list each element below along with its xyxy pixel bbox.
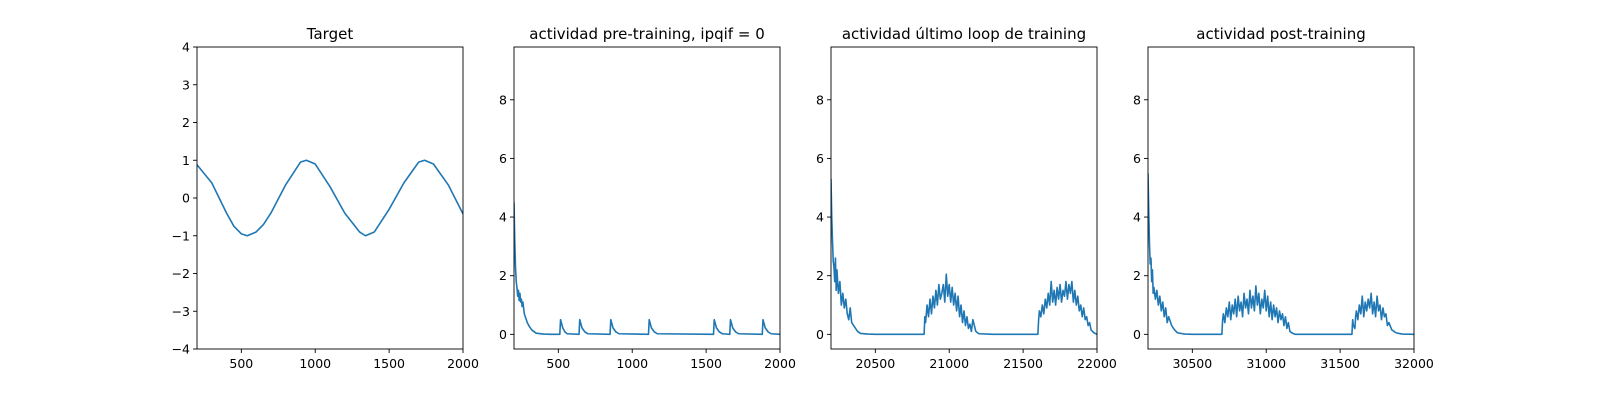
x-tick-label: 20500 — [855, 356, 895, 371]
y-tick-label: 0 — [816, 327, 824, 342]
series-line — [514, 202, 780, 336]
axes-frame — [830, 46, 1098, 350]
y-tick-label: 8 — [816, 92, 824, 107]
x-tick-label: 21000 — [929, 356, 969, 371]
y-tick-label: 0 — [182, 191, 190, 206]
y-tick-label: −4 — [172, 342, 190, 357]
x-tick-label: 31000 — [1246, 356, 1286, 371]
y-tick-label: −1 — [172, 228, 190, 243]
x-tick-label: 1500 — [690, 356, 722, 371]
y-tick-label: 2 — [499, 268, 507, 283]
y-tick-label: 6 — [816, 151, 824, 166]
subplot-pre-training: actividad pre-training, ipqif = 0 500 100… — [499, 25, 796, 371]
subplot-target: Target 500 1000 1500 2000 −4 −3 −2 −1 0 1 2 3 4 — [172, 25, 479, 371]
y-tick-label: 6 — [499, 151, 507, 166]
y-tick-label: 2 — [182, 115, 190, 130]
subplot-last-training-loop: actividad último loop de training 20500 2… — [816, 25, 1117, 371]
series-line — [197, 159, 463, 237]
chart-title: actividad último loop de training — [842, 25, 1086, 43]
chart-title: Target — [306, 25, 354, 43]
y-tick-label: 2 — [1133, 268, 1141, 283]
subplot-post-training: actividad post-training 30500 31000 31500 3… — [1133, 25, 1434, 371]
y-tick-label: 0 — [1133, 327, 1141, 342]
series-line — [831, 178, 1097, 336]
y-tick-label: 4 — [1133, 210, 1141, 225]
series-line — [1148, 173, 1414, 336]
y-tick-label: 8 — [1133, 92, 1141, 107]
y-tick-label: 1 — [182, 153, 190, 168]
x-tick-label: 32000 — [1394, 356, 1434, 371]
axes-frame — [513, 46, 781, 350]
y-tick-label: 3 — [182, 77, 190, 92]
y-tick-label: 0 — [499, 327, 507, 342]
x-tick-label: 22000 — [1077, 356, 1117, 371]
axes-frame — [196, 46, 464, 350]
x-tick-label: 1500 — [373, 356, 405, 371]
y-tick-label: 4 — [816, 210, 824, 225]
chart-title: actividad pre-training, ipqif = 0 — [529, 25, 765, 43]
y-tick-label: 4 — [182, 40, 190, 55]
x-tick-label: 31500 — [1320, 356, 1360, 371]
x-tick-label: 30500 — [1172, 356, 1212, 371]
x-tick-label: 500 — [229, 356, 253, 371]
y-tick-label: 4 — [499, 210, 507, 225]
axes-frame — [1147, 46, 1415, 350]
y-tick-label: 8 — [499, 92, 507, 107]
x-tick-label: 500 — [546, 356, 570, 371]
x-tick-label: 1000 — [299, 356, 331, 371]
y-tick-label: −3 — [172, 304, 190, 319]
y-tick-label: 2 — [816, 268, 824, 283]
x-tick-label: 2000 — [764, 356, 796, 371]
y-tick-label: 6 — [1133, 151, 1141, 166]
y-tick-label: −2 — [172, 266, 190, 281]
x-tick-label: 2000 — [447, 356, 479, 371]
x-tick-label: 21500 — [1003, 356, 1043, 371]
chart-title: actividad post-training — [1196, 25, 1365, 43]
x-tick-label: 1000 — [616, 356, 648, 371]
